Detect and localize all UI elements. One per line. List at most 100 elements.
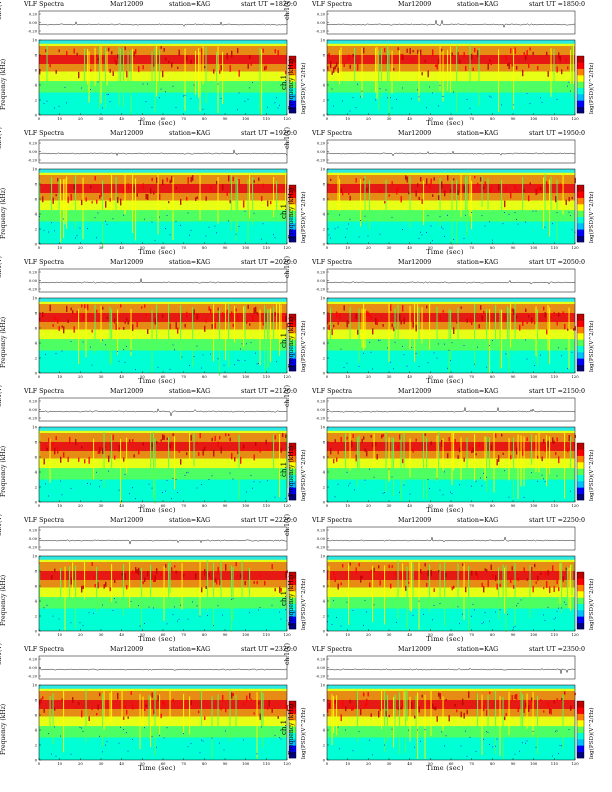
waveform-ylabel: ch.1(V) [284,256,291,278]
x-tick-label: 30 [99,761,104,766]
y-tick-label: 8 [35,697,38,702]
waveform-tick-label: 0.00 [29,279,38,283]
x-tick-label: 10 [345,632,350,637]
x-tick-label: 40 [407,374,412,379]
x-tick-label: 30 [99,116,104,121]
x-tick-label: 50 [428,761,433,766]
colorbar-segment [577,223,584,230]
spectrogram-image [326,426,576,503]
colorbar-segment [577,326,584,334]
y-tick-label: 6 [323,196,326,201]
y-tick-label: 10 [32,295,37,300]
panel-station: station=KAG [457,646,499,653]
y-tick-label: 4 [323,82,326,87]
waveform-strip: 0.20 0.00 -0.20 [316,397,576,422]
x-tick-label: 10 [345,116,350,121]
colorbar-segment [289,597,296,604]
spectrogram-image [326,39,576,117]
waveform-ylabel: ch.1(V) [284,0,291,20]
colorbar-segment [289,204,296,211]
waveform-tick-label: -0.20 [28,30,38,34]
spectrogram-panel: VLF Spectra Mar12009 station=KAG start UT =… [0,0,307,128]
colorbar-segment [577,474,584,482]
colorbar-segment [289,603,296,611]
x-tick-label: 20 [366,761,371,766]
time-xlabel: Time (sec) [426,119,464,127]
x-tick-label: 100 [242,245,250,250]
x-tick-label: 20 [78,632,83,637]
waveform-tick-label: 0.00 [317,666,326,670]
waveform-ylabel: ch.1(V) [0,0,3,20]
colorbar-segment [577,358,584,365]
panel-start-ut: start UT =2250:0 [529,517,585,524]
x-tick-label: 110 [263,632,271,637]
waveform-tick-label: 0.00 [29,21,38,25]
colorbar-segment [577,701,584,708]
x-tick-label: 30 [387,761,392,766]
y-tick-label: 10 [32,166,37,171]
frequency-ylabel: Frequency (kHz) [288,187,295,239]
waveform-tick-label: 0.00 [29,150,38,154]
waveform-tick-label: -0.20 [28,546,38,550]
panel-title: VLF Spectra [24,388,64,395]
colorbar-segment [289,493,296,501]
x-tick-label: 30 [387,116,392,121]
y-tick-label: 2 [323,484,326,489]
panel-start-ut: start UT =1820:0 [241,1,297,8]
time-xlabel: Time (sec) [426,506,464,514]
colorbar [288,571,297,630]
waveform-trace [38,278,288,284]
axes: 0 10 20 30 40 50 60 70 80 90 100 110 120 0 2 4 6 8 10 [32,682,291,766]
waveform-ylabel: ch.1(V) [284,643,291,665]
x-tick-label: 90 [511,374,516,379]
colorbar-segment [289,352,296,359]
time-xlabel: Time (sec) [426,635,464,643]
spectrogram-svg: 0.200.00-0.200 10 20 30 40 50 60 70 80 90 100 110 12… [316,397,585,508]
x-tick-label: 80 [202,761,207,766]
colorbar-segment [577,597,584,604]
x-tick-label: 50 [140,761,145,766]
panel-station: station=KAG [169,259,211,266]
colorbar-segment [577,707,584,714]
panel-date: Mar12009 [110,646,144,653]
waveform-tick-label: 0.00 [317,408,326,412]
y-tick-label: 2 [323,613,326,618]
y-tick-label: 6 [323,583,326,588]
colorbar-segment [289,56,296,63]
panel-date: Mar12009 [398,517,432,524]
waveform-trace [326,19,576,29]
panel-station: station=KAG [457,259,499,266]
waveform-tick-label: 0.00 [29,666,38,670]
x-tick-label: 20 [78,245,83,250]
colorbar [576,313,585,372]
colorbar-segment [289,68,296,76]
spectrogram-svg: 0.200.00-0.200 10 20 30 40 50 60 70 80 90 100 110 12… [28,268,297,379]
spectrogram-image [38,168,288,248]
frequency-ylabel: Frequency (kHz) [0,187,7,239]
colorbar-segment [577,455,584,463]
waveform-tick-label: 0.20 [317,400,326,404]
colorbar-segment [577,487,584,494]
x-tick-label: 110 [551,374,559,379]
colorbar [288,442,297,501]
colorbar-segment [289,701,296,708]
y-tick-label: 4 [323,211,326,216]
waveform-tick-label: -0.20 [28,159,38,163]
waveform-trace [326,667,576,674]
waveform-tick-label: -0.20 [316,417,326,421]
waveform-tick-label: 0.00 [317,21,326,25]
waveform-tick-label: 0.20 [317,658,326,662]
x-tick-label: 80 [490,632,495,637]
colorbar-segment [289,751,296,759]
panel-start-ut: start UT =1850:0 [529,1,585,8]
colorbar-segment [289,726,296,733]
colorbar-segment [577,739,584,746]
x-tick-label: 90 [223,761,228,766]
waveform-ylabel: ch.1(V) [284,127,291,149]
colorbar-segment [577,603,584,611]
y-tick-label: 10 [320,553,325,558]
x-tick-label: 110 [263,761,271,766]
x-tick-label: 60 [161,632,166,637]
spectrogram-svg: 0.200.00-0.200 10 20 30 40 50 60 70 80 90 100 110 12… [316,10,585,121]
y-tick-label: 0 [323,628,326,633]
